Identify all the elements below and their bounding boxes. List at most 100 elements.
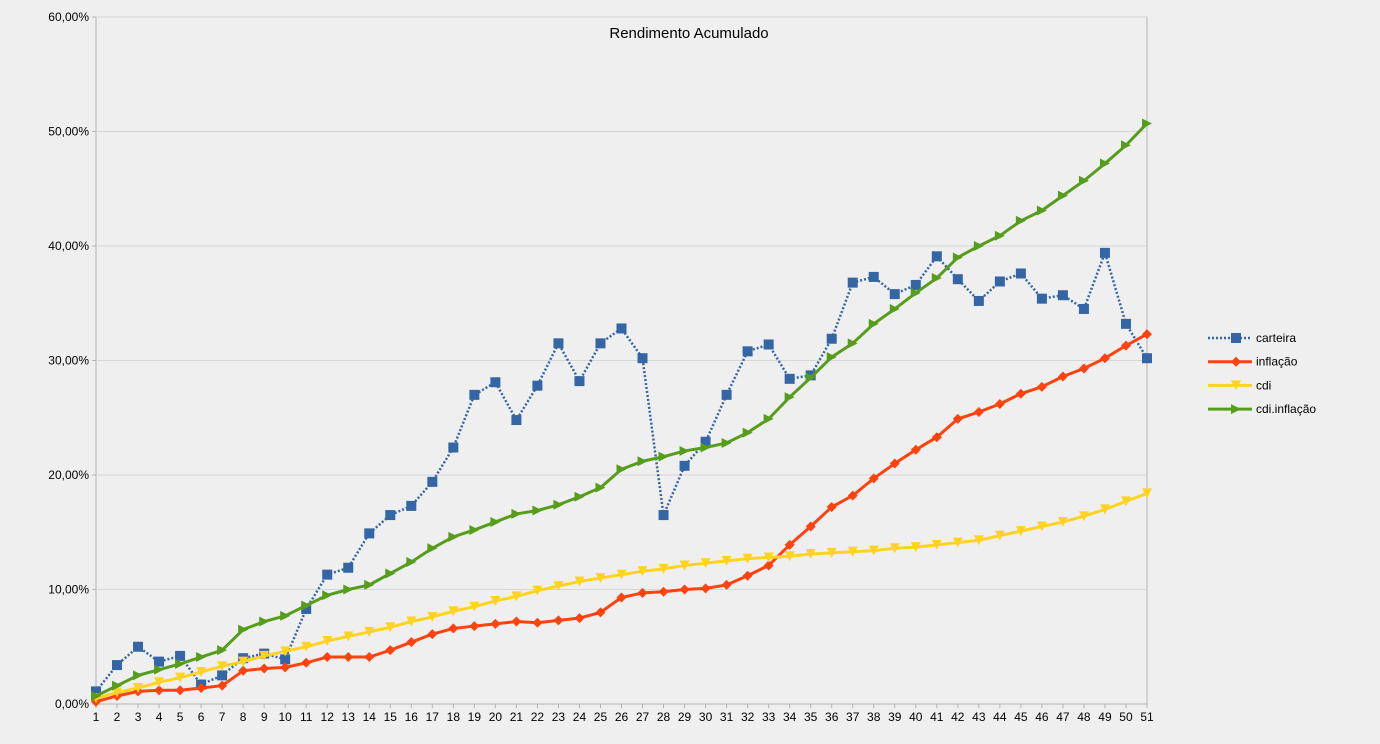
x-tick-label: 4 [156, 710, 163, 724]
data-point-cdi [1015, 526, 1026, 537]
data-point-carteira [658, 510, 669, 521]
data-point-cdi-infla-o [511, 508, 522, 519]
data-point-infla-o [1057, 371, 1068, 382]
x-tick-label: 16 [405, 710, 419, 724]
data-point-carteira [868, 271, 879, 282]
x-tick-label: 43 [972, 710, 986, 724]
data-point-cdi-infla-o [784, 392, 795, 403]
data-point-carteira [847, 277, 858, 288]
data-point-carteira [826, 333, 837, 344]
x-tick-label: 41 [930, 710, 944, 724]
data-point-cdi [322, 636, 333, 647]
data-point-infla-o [448, 623, 459, 634]
data-point-cdi-infla-o [994, 230, 1005, 241]
data-point-cdi [469, 601, 480, 612]
data-point-cdi [217, 661, 228, 672]
data-point-carteira [1036, 293, 1047, 304]
legend-swatch-marker [1231, 404, 1241, 415]
data-point-carteira [1142, 353, 1152, 364]
data-point-cdi [343, 631, 354, 642]
data-point-carteira [217, 670, 228, 681]
x-tick-label: 44 [993, 710, 1007, 724]
data-point-carteira [784, 373, 795, 384]
legend-label: inflação [1256, 355, 1298, 369]
data-point-cdi [1142, 488, 1152, 499]
data-point-cdi [763, 552, 774, 563]
data-point-carteira [637, 353, 648, 364]
x-tick-label: 51 [1140, 710, 1154, 724]
data-point-carteira [322, 569, 333, 580]
data-point-cdi-infla-o [112, 680, 123, 691]
data-point-infla-o [322, 652, 333, 663]
data-point-cdi [1078, 511, 1089, 522]
data-point-cdi [574, 576, 585, 587]
data-point-cdi [280, 646, 291, 657]
data-point-infla-o [1036, 381, 1047, 392]
data-point-cdi-infla-o [1099, 158, 1110, 169]
x-tick-label: 24 [573, 710, 587, 724]
data-point-cdi-infla-o [931, 273, 942, 284]
data-point-cdi [826, 547, 837, 558]
data-point-infla-o [721, 579, 732, 590]
data-point-cdi-infla-o [280, 610, 291, 621]
data-point-infla-o [1015, 388, 1026, 399]
data-point-carteira [112, 660, 123, 671]
data-point-cdi-infla-o [406, 557, 417, 568]
y-tick-label: 20,00% [48, 468, 89, 482]
data-point-carteira [364, 528, 375, 539]
data-point-infla-o [175, 685, 186, 696]
data-point-cdi [700, 558, 711, 569]
data-point-infla-o [385, 645, 396, 656]
x-tick-label: 32 [741, 710, 755, 724]
data-point-cdi-infla-o [595, 482, 606, 493]
chart-title: Rendimento Acumulado [609, 25, 768, 42]
data-point-infla-o [952, 413, 963, 424]
data-point-carteira [931, 251, 942, 262]
data-point-infla-o [511, 616, 522, 627]
data-point-cdi-infla-o [763, 413, 774, 424]
data-point-cdi [175, 672, 186, 683]
data-point-cdi [490, 595, 501, 606]
data-point-cdi-infla-o [385, 568, 396, 579]
legend-label: cdi [1256, 378, 1271, 392]
data-point-carteira [742, 346, 753, 357]
data-point-cdi-infla-o [679, 445, 690, 456]
data-point-cdi [511, 591, 522, 602]
data-point-carteira [1078, 303, 1089, 314]
x-tick-label: 1 [93, 710, 100, 724]
data-point-carteira [553, 338, 564, 349]
data-point-cdi-infla-o [847, 338, 858, 349]
data-point-carteira [763, 339, 774, 350]
data-point-infla-o [679, 584, 690, 595]
data-point-infla-o [1120, 340, 1131, 351]
data-point-cdi-infla-o [1120, 140, 1131, 151]
x-tick-label: 50 [1119, 710, 1133, 724]
data-point-carteira [91, 686, 101, 697]
data-point-infla-o [826, 502, 837, 513]
data-point-carteira [469, 389, 480, 400]
data-point-carteira [1015, 268, 1026, 279]
data-point-infla-o [742, 570, 753, 581]
data-point-cdi-infla-o [658, 451, 669, 462]
data-point-cdi-infla-o [469, 524, 480, 535]
data-point-cdi [133, 682, 144, 693]
legend: carteira inflação cdi cdi.inflação [1208, 331, 1316, 416]
data-point-cdi-infla-o [574, 491, 585, 502]
data-point-cdi-infla-o [343, 584, 354, 595]
legend-item-carteira: carteira [1208, 331, 1296, 345]
data-point-carteira [679, 460, 690, 471]
x-tick-label: 21 [510, 710, 524, 724]
data-point-infla-o [910, 444, 921, 455]
data-point-cdi [112, 687, 123, 698]
data-point-carteira [490, 377, 501, 388]
data-point-carteira [616, 323, 627, 334]
data-point-infla-o [637, 587, 648, 598]
data-point-cdi-infla-o [490, 516, 501, 527]
data-point-infla-o [301, 657, 312, 668]
data-point-cdi-infla-o [742, 427, 753, 438]
data-point-infla-o [364, 652, 375, 663]
data-point-infla-o [763, 560, 774, 571]
x-tick-label: 5 [177, 710, 184, 724]
data-point-carteira [532, 380, 543, 391]
